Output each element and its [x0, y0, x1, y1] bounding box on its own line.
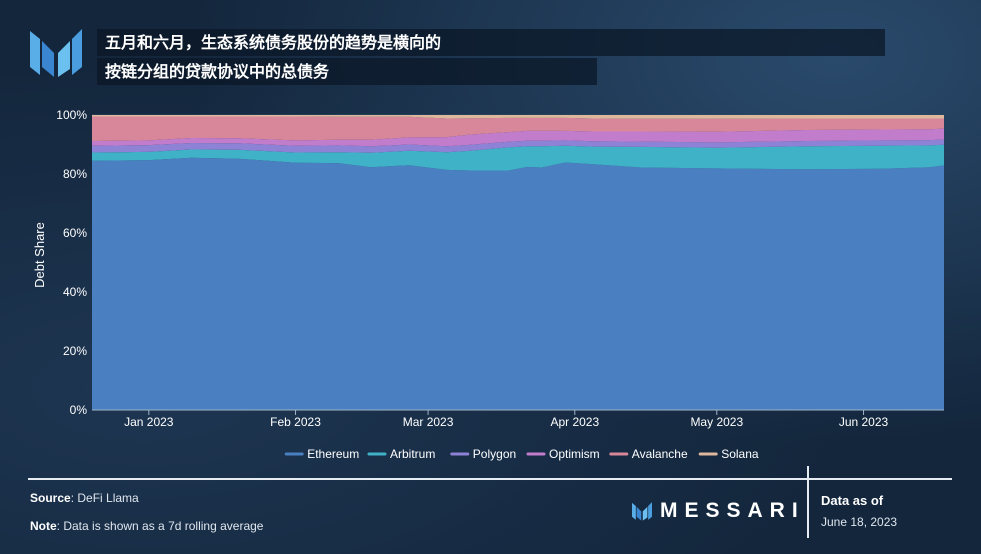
x-tick-label: Jan 2023	[124, 415, 174, 429]
x-tick-label: Feb 2023	[270, 415, 321, 429]
area-avalanche	[92, 116, 944, 141]
area-polygon	[92, 139, 944, 153]
y-tick-label: 0%	[70, 403, 88, 417]
legend-label: Polygon	[473, 447, 516, 461]
legend-label: Arbitrum	[390, 447, 435, 461]
note-label: Note	[30, 519, 57, 533]
y-tick-label: 40%	[63, 285, 87, 299]
legend-label: Avalanche	[632, 447, 688, 461]
messari-brand: MESSARI	[632, 499, 805, 523]
source-note: Source: DeFi Llama	[30, 491, 139, 505]
x-axis-ticks: Jan 2023 Feb 2023 Mar 2023 Apr 2023 May 2023…	[92, 409, 944, 429]
y-tick-label: 80%	[63, 167, 87, 181]
y-axis-label: Debt Share	[32, 222, 47, 288]
legend-label: Solana	[721, 447, 759, 461]
footer-divider	[28, 478, 952, 480]
chart-title: 五月和六月，生态系统债务股份的趋势是横向的	[105, 33, 442, 52]
messari-mark-icon	[632, 502, 652, 521]
title-banner-line-1: 五月和六月，生态系统债务股份的趋势是横向的	[97, 29, 885, 56]
messari-logo	[30, 29, 82, 77]
y-axis-ticks: 0% 20% 40% 60% 80% 100%	[56, 108, 87, 417]
area-solana	[92, 115, 944, 119]
source-value: DeFi Llama	[77, 491, 139, 505]
x-tick-label: May 2023	[690, 415, 743, 429]
x-tick-label: Apr 2023	[550, 415, 599, 429]
y-tick-label: 100%	[56, 108, 87, 122]
area-ethereum	[92, 157, 944, 410]
source-label: Source	[30, 491, 71, 505]
y-tick-label: 20%	[63, 344, 87, 358]
brand-wordmark: MESSARI	[660, 499, 805, 522]
x-tick-label: Jun 2023	[839, 415, 889, 429]
title-banner-line-2: 按链分组的贷款协议中的总债务	[97, 58, 597, 85]
data-note: Note: Data is shown as a 7d rolling aver…	[30, 519, 264, 533]
data-as-of-date: June 18, 2023	[821, 515, 898, 529]
legend-label: Optimism	[549, 447, 600, 461]
footer-vertical-divider	[807, 466, 809, 538]
y-tick-label: 60%	[63, 226, 87, 240]
chart-subtitle: 按链分组的贷款协议中的总债务	[105, 62, 330, 81]
data-as-of-label: Data as of	[821, 493, 884, 508]
stacked-area-chart: 0% 20% 40% 60% 80% 100% Jan 2023 Feb 2023 Mar 2…	[32, 108, 944, 461]
legend: Ethereum Arbitrum Polygon Optimism Avalanche…	[284, 447, 759, 461]
legend-label: Ethereum	[307, 447, 359, 461]
area-series	[92, 115, 944, 410]
note-value: Data is shown as a 7d rolling average	[63, 519, 264, 533]
x-tick-label: Mar 2023	[403, 415, 454, 429]
area-optimism	[92, 128, 944, 147]
area-arbitrum	[92, 144, 944, 171]
